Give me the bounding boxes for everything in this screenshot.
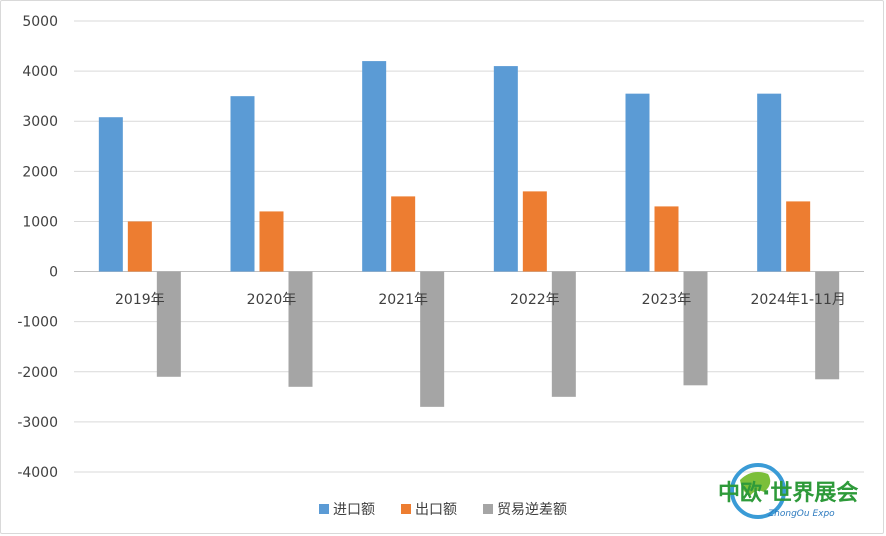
bar-export xyxy=(259,211,284,272)
logo-subtitle: ZhongOu Expo xyxy=(767,509,835,519)
x-axis: 2019年 2020年 2021年 2022年 2023年 2024年1-11月 xyxy=(115,292,846,308)
legend-label: 贸易逆差额 xyxy=(497,502,567,518)
bar-import xyxy=(230,96,255,272)
x-category-label: 2020年 xyxy=(247,292,297,308)
watermark-logo: 中欧·世界展会 ZhongOu Expo xyxy=(718,463,858,519)
logo-title: 中欧·世界展会 xyxy=(718,480,858,506)
legend-swatch xyxy=(319,504,329,514)
legend-label: 进口额 xyxy=(333,502,375,518)
y-tick-label: 3000 xyxy=(22,114,58,130)
y-tick-label: -2000 xyxy=(17,365,58,381)
bar-export xyxy=(786,201,811,272)
bar-deficit xyxy=(683,271,708,386)
bar-import xyxy=(362,61,387,272)
x-category-label: 2019年 xyxy=(115,292,165,308)
bar-import xyxy=(493,66,518,272)
bar-import xyxy=(757,93,782,272)
bar-export xyxy=(522,191,547,272)
y-tick-label: -1000 xyxy=(17,315,58,331)
x-category-label: 2022年 xyxy=(510,292,560,308)
y-axis: 5000 4000 3000 2000 1000 0 -1000 -2000 -3000 -400… xyxy=(17,14,58,481)
x-category-label: 2023年 xyxy=(642,292,692,308)
globe-icon xyxy=(730,463,786,519)
y-tick-label: -3000 xyxy=(17,415,58,431)
bar-deficit xyxy=(156,271,181,377)
legend-swatch xyxy=(483,504,493,514)
y-tick-label: 0 xyxy=(49,265,58,281)
bars xyxy=(98,61,840,407)
bar-export xyxy=(391,196,416,272)
bar-deficit xyxy=(551,271,576,397)
bar-import xyxy=(625,93,650,272)
bar-export xyxy=(127,221,152,272)
bar-deficit xyxy=(420,271,445,407)
gridlines xyxy=(74,20,864,473)
globe-land-icon xyxy=(740,472,771,496)
y-tick-label: -4000 xyxy=(17,465,58,481)
bar-import xyxy=(98,117,123,272)
x-category-label: 2024年1-11月 xyxy=(750,292,845,308)
bar-deficit xyxy=(288,271,313,387)
y-tick-label: 1000 xyxy=(22,214,58,230)
x-category-label: 2021年 xyxy=(378,292,428,308)
bar-deficit xyxy=(815,271,840,380)
bar-export xyxy=(654,206,679,272)
y-tick-label: 5000 xyxy=(22,14,58,30)
y-tick-label: 4000 xyxy=(22,64,58,80)
legend-swatch xyxy=(401,504,411,514)
legend-label: 出口额 xyxy=(415,502,457,518)
y-tick-label: 2000 xyxy=(22,164,58,180)
legend: 进口额 出口额 贸易逆差额 xyxy=(319,502,567,518)
